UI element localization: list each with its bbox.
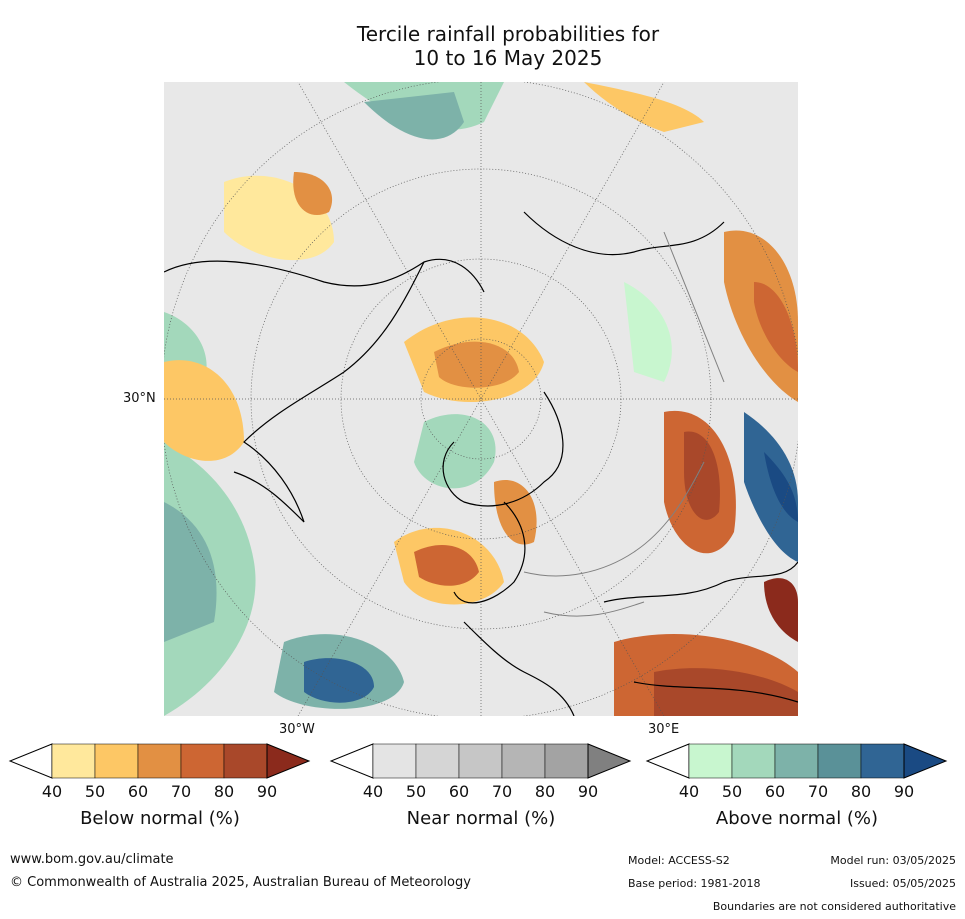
map-title-line2: 10 to 16 May 2025 [413,46,603,70]
near-tick-70: 70 [491,782,513,801]
footer-model-run: Model run: 03/05/2025 [830,854,956,867]
lon-label-30w: 30°W [279,722,315,737]
near-tick-40: 40 [362,782,384,801]
below-tick-90: 90 [256,782,278,801]
footer-copyright: © Commonwealth of Australia 2025, Austra… [10,875,471,890]
near-tick-80: 80 [534,782,556,801]
graticule [164,82,798,716]
above-tick-60: 60 [764,782,786,801]
above-tick-70: 70 [807,782,829,801]
footer-model: Model: ACCESS-S2 [628,854,730,867]
footer-base-period: Base period: 1981-2018 [628,877,761,890]
above-normal-colorbar [645,743,948,779]
near-normal-colorbar [329,743,632,779]
lon-label-30e: 30°E [648,722,680,737]
below-normal-label: Below normal (%) [80,808,240,829]
lat-label-30n: 30°N [123,391,156,406]
country-borders [523,231,725,617]
rainfall-probability-map [164,82,798,716]
above-tick-50: 50 [721,782,743,801]
footer-url-link[interactable]: www.bom.gov.au/climate [10,852,174,867]
near-normal-label: Near normal (%) [406,808,556,829]
below-tick-50: 50 [84,782,106,801]
below-tick-60: 60 [127,782,149,801]
footer-disclaimer: Boundaries are not considered authoritat… [712,900,956,913]
above-tick-80: 80 [850,782,872,801]
near-tick-90: 90 [577,782,599,801]
above-tick-40: 40 [678,782,700,801]
below-tick-70: 70 [170,782,192,801]
footer-issued: Issued: 05/05/2025 [849,877,956,890]
near-tick-50: 50 [405,782,427,801]
below-tick-40: 40 [41,782,63,801]
below-tick-80: 80 [213,782,235,801]
below-normal-colorbar [8,743,311,779]
above-tick-90: 90 [893,782,915,801]
coastlines [164,211,798,716]
near-tick-60: 60 [448,782,470,801]
above-normal-label: Above normal (%) [715,808,879,829]
map-title-line1: Tercile rainfall probabilities for [356,22,660,46]
